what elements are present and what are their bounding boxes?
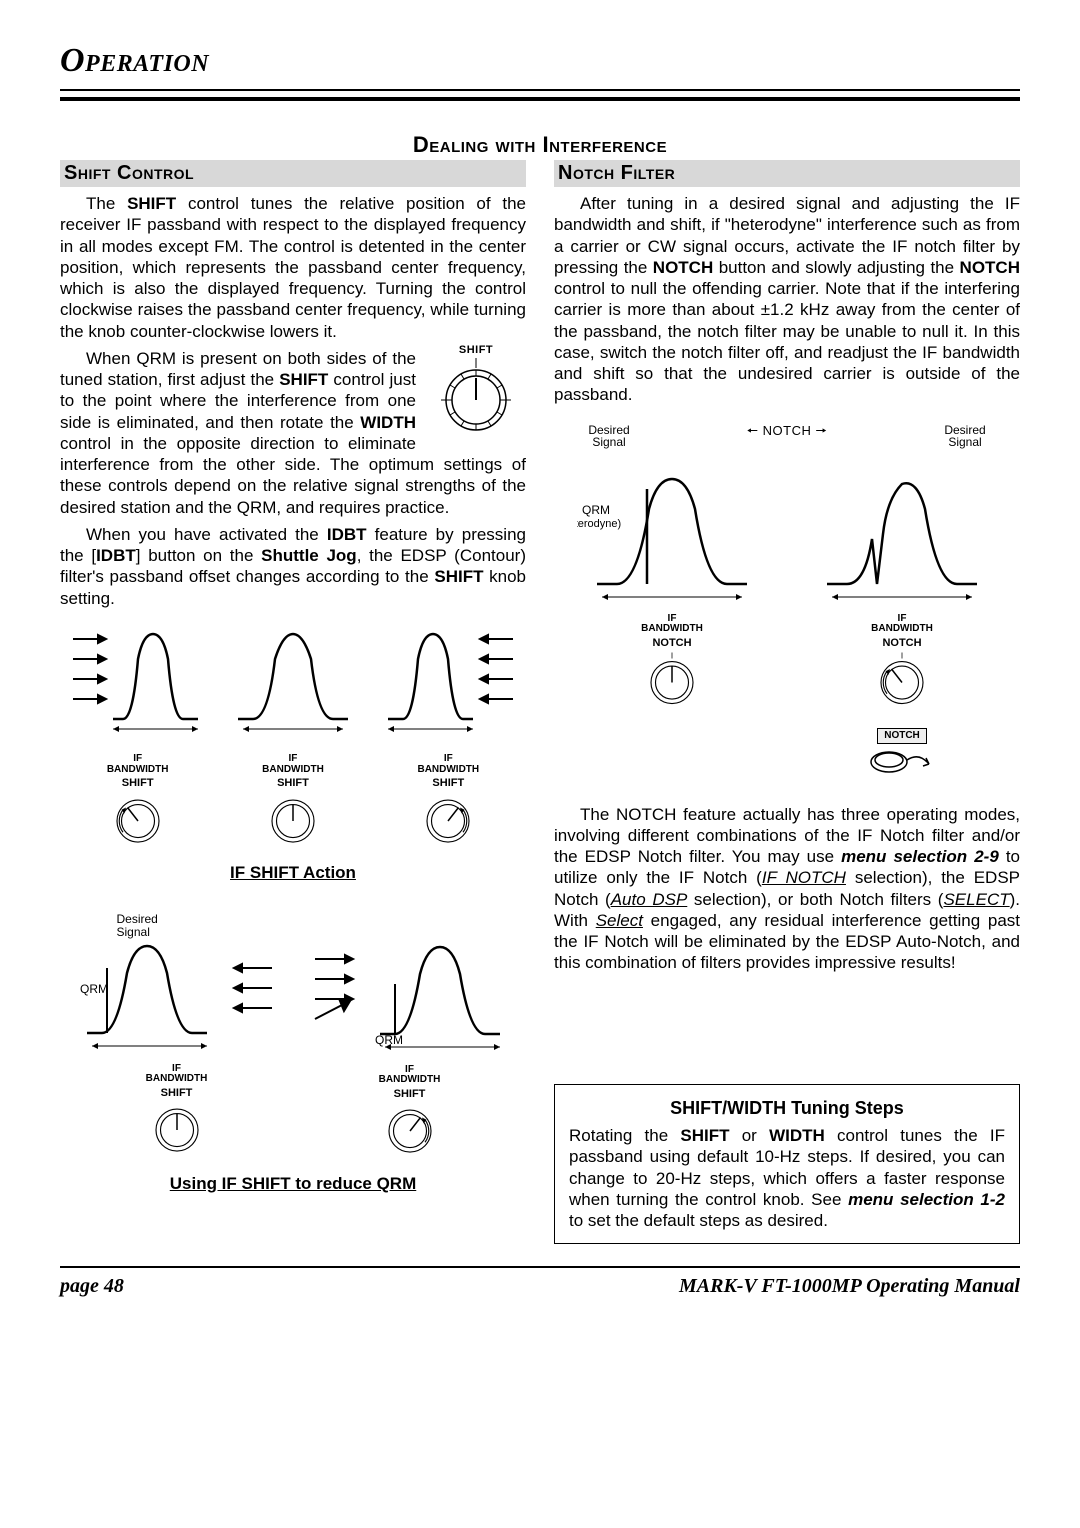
shift-panel-2: IFBANDWIDTH SHIFT <box>223 629 363 856</box>
qrm-label: QRM <box>375 1033 403 1047</box>
knob-icon <box>108 791 168 851</box>
notch-curve-icon: QRM (Heterodyne) <box>577 469 767 609</box>
left-column: Shift Control The SHIFT control tunes th… <box>60 160 526 1244</box>
box-body: Rotating the SHIFT or WIDTH control tune… <box>569 1125 1005 1231</box>
desired-signal-label: Desired Signal <box>117 913 282 938</box>
notch-para-1: After tuning in a desired signal and adj… <box>554 193 1020 406</box>
qrm-curve-icon: QRM <box>305 939 515 1059</box>
shift-panel-3: IFBANDWIDTH SHIFT <box>378 629 518 856</box>
desired-signal-label: Desired Signal <box>574 424 644 449</box>
knob-icon <box>263 791 323 851</box>
knob-icon <box>872 651 932 711</box>
shift-para-3: When you have activated the IDBT feature… <box>60 524 526 609</box>
shift-width-box: SHIFT/WIDTH Tuning Steps Rotating the SH… <box>554 1084 1020 1245</box>
shift-control-heading: Shift Control <box>60 160 526 187</box>
manual-title: MARK-V FT-1000MP Operating Manual <box>679 1274 1020 1299</box>
page-footer: page 48 MARK-V FT-1000MP Operating Manua… <box>60 1266 1020 1299</box>
qrm-figure: Desired Signal QRM IFBANDWIDTH SHIFT <box>60 913 526 1166</box>
shift-para-1: The SHIFT control tunes the relative pos… <box>60 193 526 342</box>
notch-panel-1: QRM (Heterodyne) IFBANDWIDTH NOTCH <box>577 469 767 784</box>
main-heading: Dealing with Interference <box>60 131 1020 159</box>
notch-curve-icon <box>807 469 997 609</box>
qrm-curve-icon: QRM <box>72 938 282 1058</box>
knob-icon <box>418 791 478 851</box>
filter-curve-icon <box>68 629 208 749</box>
desired-signal-label: Desired Signal <box>930 424 1000 449</box>
double-rule <box>60 89 1020 101</box>
qrm-figure-caption: Using IF SHIFT to reduce QRM <box>60 1173 526 1194</box>
pushbutton-icon <box>867 746 937 778</box>
qrm-panel-2: QRM IFBANDWIDTH SHIFT <box>305 913 515 1166</box>
notch-top-labels: Desired Signal 🠔 NOTCH 🠖 Desired Signal <box>554 424 1020 449</box>
page-number: page 48 <box>60 1274 124 1299</box>
if-shift-action-caption: IF SHIFT Action <box>60 862 526 883</box>
shift-knob-label: SHIFT <box>426 344 526 358</box>
qrm-label: QRM <box>80 982 108 996</box>
shift-panel-1: IFBANDWIDTH SHIFT <box>68 629 208 856</box>
notch-para-2: The NOTCH feature actually has three ope… <box>554 804 1020 974</box>
filter-curve-icon <box>223 629 363 749</box>
notch-arrow-label: 🠔 NOTCH 🠖 <box>644 424 930 449</box>
box-title: SHIFT/WIDTH Tuning Steps <box>569 1097 1005 1120</box>
notch-button-label: NOTCH <box>877 728 927 745</box>
filter-curve-icon <box>378 629 518 749</box>
knob-icon <box>380 1101 440 1161</box>
right-column: Notch Filter After tuning in a desired s… <box>554 160 1020 1244</box>
knob-icon <box>642 651 702 711</box>
qrm-heterodyne-label: QRM <box>582 503 610 517</box>
knob-icon <box>147 1100 207 1160</box>
notch-figure: QRM (Heterodyne) IFBANDWIDTH NOTCH <box>554 469 1020 784</box>
qrm-panel-1: Desired Signal QRM IFBANDWIDTH SHIFT <box>72 913 282 1166</box>
if-shift-action-figure: IFBANDWIDTH SHIFT IFBANDWIDTH S <box>60 629 526 856</box>
heterodyne-label: (Heterodyne) <box>577 518 621 530</box>
knob-icon <box>436 358 516 438</box>
notch-filter-heading: Notch Filter <box>554 160 1020 187</box>
shift-knob-illustration: SHIFT <box>426 344 526 438</box>
chapter-title: Operation <box>60 40 1020 83</box>
notch-panel-2: IFBANDWIDTH NOTCH NOTCH <box>807 469 997 784</box>
